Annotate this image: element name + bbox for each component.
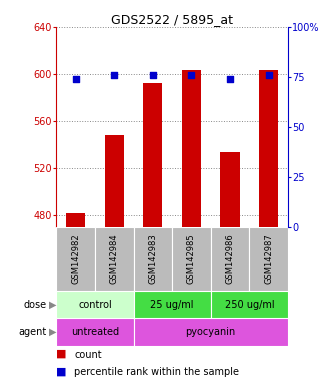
Point: [150, 72, 156, 78]
Text: agent: agent: [18, 327, 46, 337]
Text: ▶: ▶: [49, 327, 57, 337]
Text: control: control: [78, 300, 112, 310]
Bar: [133, 227, 172, 291]
Text: ▶: ▶: [49, 300, 57, 310]
Text: count: count: [74, 350, 102, 360]
Point: [189, 72, 194, 78]
Text: GSM142987: GSM142987: [264, 234, 273, 285]
Text: GSM142982: GSM142982: [71, 234, 80, 285]
Bar: [211, 227, 249, 291]
Bar: [133, 318, 288, 346]
Point: [227, 76, 233, 82]
Point: [73, 76, 78, 82]
Text: GSM142986: GSM142986: [225, 234, 235, 285]
Bar: [249, 227, 288, 291]
Bar: [56, 291, 133, 318]
Title: GDS2522 / 5895_at: GDS2522 / 5895_at: [111, 13, 233, 26]
Text: GSM142984: GSM142984: [110, 234, 119, 285]
Text: ■: ■: [56, 366, 67, 376]
Text: GSM142985: GSM142985: [187, 234, 196, 285]
Text: 250 ug/ml: 250 ug/ml: [224, 300, 274, 310]
Text: untreated: untreated: [71, 327, 119, 337]
Bar: [143, 83, 163, 227]
Bar: [56, 318, 133, 346]
Text: GSM142983: GSM142983: [148, 234, 157, 285]
Text: ■: ■: [56, 349, 67, 359]
Text: percentile rank within the sample: percentile rank within the sample: [74, 367, 239, 377]
Bar: [182, 71, 201, 227]
Text: 25 ug/ml: 25 ug/ml: [150, 300, 194, 310]
Bar: [105, 135, 124, 227]
Bar: [95, 227, 133, 291]
Bar: [56, 227, 95, 291]
Bar: [172, 227, 211, 291]
Bar: [66, 213, 85, 227]
Point: [266, 72, 271, 78]
Text: dose: dose: [23, 300, 46, 310]
Bar: [259, 71, 278, 227]
Bar: [220, 152, 240, 227]
Bar: [133, 291, 211, 318]
Bar: [211, 291, 288, 318]
Point: [112, 72, 117, 78]
Text: pyocyanin: pyocyanin: [186, 327, 236, 337]
